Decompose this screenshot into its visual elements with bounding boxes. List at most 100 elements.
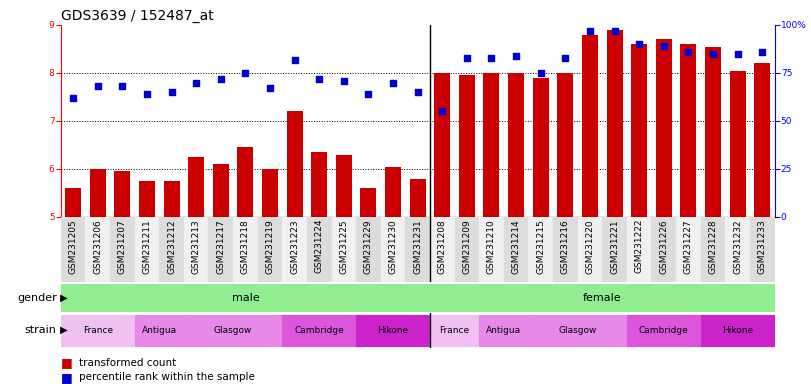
FancyBboxPatch shape — [184, 217, 208, 282]
Bar — [385, 167, 401, 217]
FancyBboxPatch shape — [159, 217, 184, 282]
Text: GSM231220: GSM231220 — [586, 219, 594, 273]
Text: GSM231213: GSM231213 — [191, 219, 200, 274]
Text: GSM231216: GSM231216 — [561, 219, 570, 274]
Text: Cambridge: Cambridge — [639, 326, 689, 335]
Text: France: France — [440, 326, 470, 335]
Text: GSM231229: GSM231229 — [364, 219, 373, 273]
Bar — [212, 164, 229, 217]
Bar — [430, 315, 479, 346]
Bar — [627, 315, 701, 346]
Bar — [262, 169, 278, 217]
Point — [190, 79, 203, 86]
Text: Cambridge: Cambridge — [294, 326, 344, 335]
Text: Hikone: Hikone — [377, 326, 409, 335]
FancyBboxPatch shape — [701, 217, 725, 282]
Point — [313, 76, 326, 82]
Bar — [238, 147, 253, 217]
Bar — [582, 35, 598, 217]
Point — [509, 53, 522, 59]
Point — [387, 79, 400, 86]
Bar — [410, 179, 426, 217]
Bar — [184, 315, 282, 346]
Text: Glasgow: Glasgow — [559, 326, 597, 335]
FancyBboxPatch shape — [603, 217, 627, 282]
Text: GSM231214: GSM231214 — [512, 219, 521, 273]
Point — [559, 55, 572, 61]
Bar — [65, 188, 81, 217]
Text: GSM231226: GSM231226 — [659, 219, 668, 273]
Text: Antigua: Antigua — [487, 326, 521, 335]
Text: GSM231227: GSM231227 — [684, 219, 693, 273]
Text: female: female — [583, 293, 621, 303]
Point — [140, 91, 153, 97]
FancyBboxPatch shape — [356, 217, 380, 282]
Point — [264, 85, 277, 91]
Text: GSM231207: GSM231207 — [118, 219, 127, 274]
Text: Hikone: Hikone — [722, 326, 753, 335]
FancyBboxPatch shape — [208, 217, 233, 282]
Bar — [311, 152, 327, 217]
FancyBboxPatch shape — [529, 217, 553, 282]
Bar — [754, 63, 770, 217]
FancyBboxPatch shape — [455, 217, 479, 282]
Text: GSM231215: GSM231215 — [536, 219, 545, 274]
Point — [583, 28, 596, 34]
Bar — [356, 315, 430, 346]
Bar — [434, 73, 450, 217]
Bar — [508, 73, 524, 217]
FancyBboxPatch shape — [233, 217, 258, 282]
Text: GSM231205: GSM231205 — [69, 219, 78, 274]
Text: ▶: ▶ — [57, 325, 67, 335]
Point — [485, 55, 498, 61]
Bar — [631, 44, 647, 217]
Bar — [479, 315, 529, 346]
Bar — [164, 181, 179, 217]
Point — [756, 49, 769, 55]
Text: GSM231228: GSM231228 — [709, 219, 718, 273]
Text: GSM231223: GSM231223 — [290, 219, 299, 273]
Point — [682, 49, 695, 55]
FancyBboxPatch shape — [627, 217, 651, 282]
Bar — [680, 44, 697, 217]
Bar — [701, 315, 775, 346]
FancyBboxPatch shape — [258, 217, 282, 282]
Bar — [139, 181, 155, 217]
Bar — [282, 315, 356, 346]
Point — [411, 89, 424, 95]
Text: transformed count: transformed count — [79, 358, 176, 368]
Text: GSM231208: GSM231208 — [438, 219, 447, 274]
Point — [337, 78, 350, 84]
FancyBboxPatch shape — [676, 217, 701, 282]
Bar — [61, 284, 430, 311]
Point — [706, 51, 719, 57]
Bar — [730, 71, 745, 217]
Text: GSM231221: GSM231221 — [610, 219, 619, 273]
Point — [534, 70, 547, 76]
Text: GSM231209: GSM231209 — [462, 219, 471, 274]
Bar — [557, 73, 573, 217]
Bar — [90, 169, 105, 217]
Text: GSM231211: GSM231211 — [143, 219, 152, 274]
Bar — [705, 46, 721, 217]
Text: GDS3639 / 152487_at: GDS3639 / 152487_at — [61, 8, 213, 23]
Point — [92, 83, 105, 89]
FancyBboxPatch shape — [479, 217, 504, 282]
FancyBboxPatch shape — [85, 217, 110, 282]
Point — [436, 108, 448, 114]
Bar — [430, 284, 775, 311]
Text: GSM231232: GSM231232 — [733, 219, 742, 273]
FancyBboxPatch shape — [577, 217, 603, 282]
Text: male: male — [231, 293, 260, 303]
Bar — [336, 155, 352, 217]
FancyBboxPatch shape — [307, 217, 332, 282]
Point — [362, 91, 375, 97]
FancyBboxPatch shape — [332, 217, 356, 282]
Point — [67, 95, 79, 101]
Text: GSM231218: GSM231218 — [241, 219, 250, 274]
FancyBboxPatch shape — [725, 217, 750, 282]
Text: GSM231217: GSM231217 — [217, 219, 225, 274]
FancyBboxPatch shape — [135, 217, 159, 282]
Text: Antigua: Antigua — [142, 326, 177, 335]
Bar — [360, 188, 376, 217]
